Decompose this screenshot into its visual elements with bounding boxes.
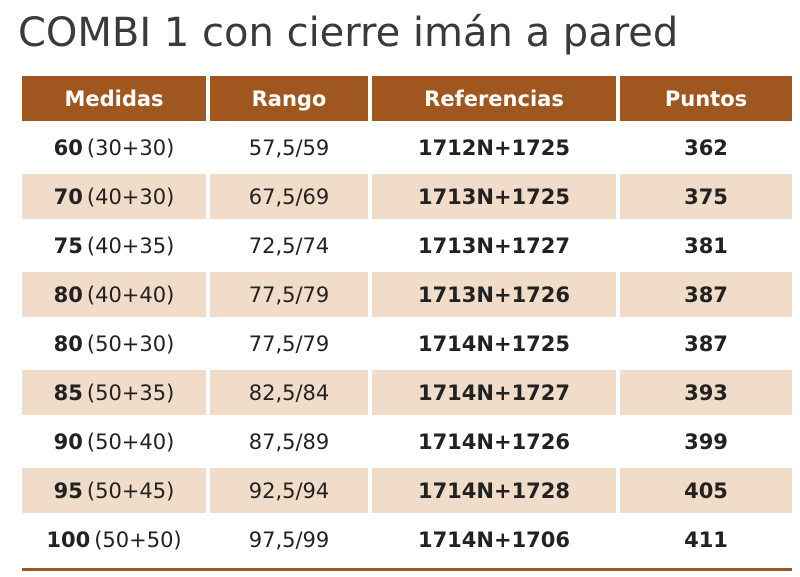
table-row: 95 (50+45) 92,5/94 1714N+1728 405 (22, 468, 792, 513)
medida-main: 70 (53, 184, 83, 209)
cell-referencia: 1714N+1728 (372, 468, 616, 513)
medida-detail: (40+30) (86, 184, 175, 209)
cell-puntos: 381 (620, 223, 792, 268)
cell-rango: 72,5/74 (210, 223, 368, 268)
cell-puntos: 387 (620, 272, 792, 317)
cell-medidas: 95 (50+45) (22, 468, 206, 513)
table-bottom-rule (22, 568, 792, 571)
medida-main: 80 (53, 331, 83, 356)
cell-referencia: 1714N+1706 (372, 517, 616, 562)
cell-referencia: 1713N+1726 (372, 272, 616, 317)
cell-medidas: 85 (50+35) (22, 370, 206, 415)
medida-main: 60 (53, 135, 83, 160)
price-table: Medidas Rango Referencias Puntos 60 (30+3… (22, 76, 792, 566)
cell-rango: 77,5/79 (210, 321, 368, 366)
cell-referencia: 1713N+1725 (372, 174, 616, 219)
table-row: 100 (50+50) 97,5/99 1714N+1706 411 (22, 517, 792, 562)
cell-referencia: 1712N+1725 (372, 125, 616, 170)
page-title: COMBI 1 con cierre imán a pared (18, 10, 679, 56)
table-header-row: Medidas Rango Referencias Puntos (22, 76, 792, 121)
cell-rango: 97,5/99 (210, 517, 368, 562)
medida-detail: (30+30) (86, 135, 175, 160)
cell-puntos: 362 (620, 125, 792, 170)
medida-main: 80 (53, 282, 83, 307)
cell-medidas: 100 (50+50) (22, 517, 206, 562)
table-row: 90 (50+40) 87,5/89 1714N+1726 399 (22, 419, 792, 464)
cell-rango: 82,5/84 (210, 370, 368, 415)
table-row: 85 (50+35) 82,5/84 1714N+1727 393 (22, 370, 792, 415)
medida-main: 95 (53, 478, 83, 503)
table-row: 80 (40+40) 77,5/79 1713N+1726 387 (22, 272, 792, 317)
header-rango: Rango (210, 76, 368, 121)
medida-detail: (40+40) (86, 282, 175, 307)
cell-rango: 57,5/59 (210, 125, 368, 170)
cell-medidas: 70 (40+30) (22, 174, 206, 219)
cell-referencia: 1714N+1726 (372, 419, 616, 464)
table-row: 70 (40+30) 67,5/69 1713N+1725 375 (22, 174, 792, 219)
medida-main: 85 (53, 380, 83, 405)
cell-puntos: 393 (620, 370, 792, 415)
cell-medidas: 90 (50+40) (22, 419, 206, 464)
medida-detail: (50+50) (94, 527, 182, 552)
cell-referencia: 1714N+1725 (372, 321, 616, 366)
cell-rango: 77,5/79 (210, 272, 368, 317)
cell-rango: 92,5/94 (210, 468, 368, 513)
header-referencias: Referencias (372, 76, 616, 121)
medida-main: 90 (53, 429, 83, 454)
header-puntos: Puntos (620, 76, 792, 121)
table-row: 75 (40+35) 72,5/74 1713N+1727 381 (22, 223, 792, 268)
cell-puntos: 399 (620, 419, 792, 464)
header-medidas: Medidas (22, 76, 206, 121)
table-row: 80 (50+30) 77,5/79 1714N+1725 387 (22, 321, 792, 366)
table-row: 60 (30+30) 57,5/59 1712N+1725 362 (22, 125, 792, 170)
medida-detail: (50+40) (86, 429, 175, 454)
cell-puntos: 387 (620, 321, 792, 366)
medida-detail: (50+45) (86, 478, 175, 503)
cell-puntos: 411 (620, 517, 792, 562)
cell-medidas: 80 (50+30) (22, 321, 206, 366)
cell-rango: 67,5/69 (210, 174, 368, 219)
cell-puntos: 405 (620, 468, 792, 513)
cell-referencia: 1714N+1727 (372, 370, 616, 415)
medida-detail: (50+30) (86, 331, 175, 356)
medida-main: 100 (46, 527, 91, 552)
medida-detail: (50+35) (86, 380, 175, 405)
cell-puntos: 375 (620, 174, 792, 219)
cell-rango: 87,5/89 (210, 419, 368, 464)
cell-medidas: 60 (30+30) (22, 125, 206, 170)
cell-referencia: 1713N+1727 (372, 223, 616, 268)
cell-medidas: 80 (40+40) (22, 272, 206, 317)
medida-detail: (40+35) (86, 233, 175, 258)
cell-medidas: 75 (40+35) (22, 223, 206, 268)
medida-main: 75 (53, 233, 83, 258)
